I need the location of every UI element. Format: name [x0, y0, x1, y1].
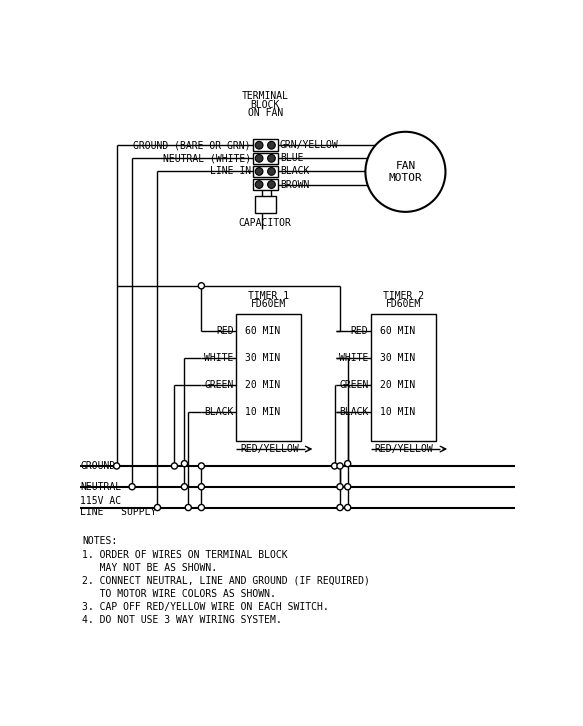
Text: GRN/YELLOW: GRN/YELLOW — [280, 140, 339, 150]
Circle shape — [268, 181, 275, 188]
Text: 60 MIN: 60 MIN — [245, 326, 280, 336]
Bar — [253, 179, 278, 190]
Bar — [255, 197, 276, 213]
Text: TERMINAL: TERMINAL — [242, 91, 289, 102]
Text: GROUND: GROUND — [80, 461, 116, 471]
Circle shape — [337, 463, 343, 469]
Text: WHITE: WHITE — [205, 353, 234, 363]
Circle shape — [337, 505, 343, 510]
Text: GREEN: GREEN — [205, 380, 234, 390]
Text: GREEN: GREEN — [339, 380, 368, 390]
Circle shape — [198, 282, 205, 289]
Text: GROUND (BARE OR GRN): GROUND (BARE OR GRN) — [133, 140, 251, 150]
Circle shape — [255, 142, 263, 149]
Circle shape — [268, 155, 275, 162]
Text: 10 MIN: 10 MIN — [380, 407, 415, 417]
Circle shape — [345, 484, 351, 490]
Text: TIMER 2: TIMER 2 — [383, 291, 424, 301]
Text: 4. DO NOT USE 3 WAY WIRING SYSTEM.: 4. DO NOT USE 3 WAY WIRING SYSTEM. — [82, 615, 282, 625]
Bar — [253, 152, 278, 164]
Circle shape — [337, 484, 343, 490]
Circle shape — [185, 505, 191, 510]
Text: BLOCK: BLOCK — [251, 100, 280, 110]
Circle shape — [198, 505, 205, 510]
Circle shape — [198, 484, 205, 490]
Text: 60 MIN: 60 MIN — [380, 326, 415, 336]
Circle shape — [181, 460, 188, 467]
Text: ON FAN: ON FAN — [248, 108, 283, 118]
Text: FD60EM: FD60EM — [251, 299, 286, 309]
Text: MOTOR: MOTOR — [388, 173, 422, 183]
Text: MAY NOT BE AS SHOWN.: MAY NOT BE AS SHOWN. — [82, 563, 217, 573]
Circle shape — [255, 155, 263, 162]
Circle shape — [129, 484, 135, 490]
Text: WHITE: WHITE — [339, 353, 368, 363]
Circle shape — [154, 505, 160, 510]
Text: BLACK: BLACK — [339, 407, 368, 417]
Text: 20 MIN: 20 MIN — [245, 380, 280, 390]
Circle shape — [345, 460, 351, 467]
Text: NEUTRAL (WHITE): NEUTRAL (WHITE) — [163, 153, 251, 163]
Text: FD60EM: FD60EM — [386, 299, 421, 309]
Text: BLUE: BLUE — [280, 153, 303, 163]
Text: FAN: FAN — [395, 160, 416, 171]
Text: CAPACITOR: CAPACITOR — [239, 218, 292, 228]
Text: BLACK: BLACK — [205, 407, 234, 417]
Text: BROWN: BROWN — [280, 179, 310, 189]
Text: TO MOTOR WIRE COLORS AS SHOWN.: TO MOTOR WIRE COLORS AS SHOWN. — [82, 589, 276, 599]
Circle shape — [268, 168, 275, 175]
Bar — [253, 166, 278, 177]
Text: LINE IN: LINE IN — [209, 166, 251, 176]
Bar — [371, 314, 436, 441]
Text: 30 MIN: 30 MIN — [380, 353, 415, 363]
Circle shape — [345, 505, 351, 510]
Text: LINE   SUPPLY: LINE SUPPLY — [80, 507, 157, 517]
Circle shape — [366, 132, 445, 212]
Bar — [253, 139, 278, 151]
Circle shape — [171, 463, 177, 469]
Text: RED: RED — [216, 326, 234, 336]
Text: RED: RED — [351, 326, 368, 336]
Circle shape — [268, 142, 275, 149]
Text: 10 MIN: 10 MIN — [245, 407, 280, 417]
Circle shape — [332, 463, 338, 469]
Bar — [236, 314, 301, 441]
Text: BLACK: BLACK — [280, 166, 310, 176]
Text: TIMER 1: TIMER 1 — [248, 291, 289, 301]
Text: RED/YELLOW: RED/YELLOW — [240, 444, 298, 454]
Circle shape — [255, 168, 263, 175]
Circle shape — [198, 463, 205, 469]
Text: 20 MIN: 20 MIN — [380, 380, 415, 390]
Text: NEUTRAL: NEUTRAL — [80, 482, 122, 492]
Text: 1. ORDER OF WIRES ON TERMINAL BLOCK: 1. ORDER OF WIRES ON TERMINAL BLOCK — [82, 550, 287, 560]
Text: 30 MIN: 30 MIN — [245, 353, 280, 363]
Text: 115V AC: 115V AC — [80, 496, 122, 505]
Circle shape — [255, 181, 263, 188]
Text: 2. CONNECT NEUTRAL, LINE AND GROUND (IF REQUIRED): 2. CONNECT NEUTRAL, LINE AND GROUND (IF … — [82, 576, 370, 586]
Circle shape — [181, 484, 188, 490]
Circle shape — [114, 463, 120, 469]
Text: 3. CAP OFF RED/YELLOW WIRE ON EACH SWITCH.: 3. CAP OFF RED/YELLOW WIRE ON EACH SWITC… — [82, 602, 329, 612]
Text: RED/YELLOW: RED/YELLOW — [375, 444, 433, 454]
Text: NOTES:: NOTES: — [82, 537, 117, 547]
